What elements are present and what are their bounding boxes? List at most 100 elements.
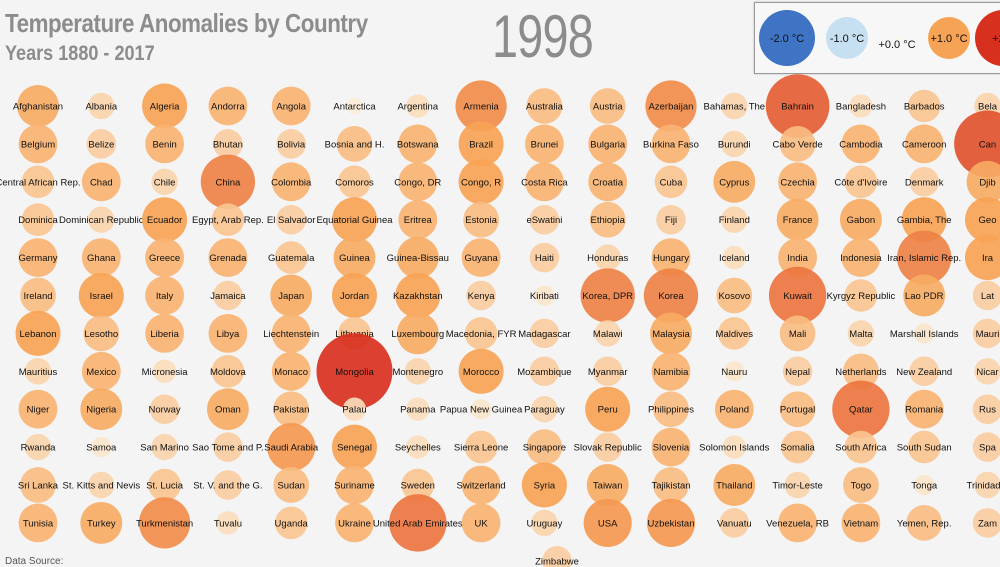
country-label: India bbox=[787, 253, 808, 264]
bubble-mark bbox=[273, 391, 310, 428]
bubble-mark bbox=[21, 203, 55, 236]
country-label: Thailand bbox=[716, 481, 752, 492]
country-label: St. Lucia bbox=[146, 481, 184, 492]
country-bubble: Eritrea bbox=[398, 200, 438, 240]
bubble-mark bbox=[531, 509, 558, 537]
country-label: Gambia, The bbox=[897, 215, 952, 226]
country-bubble: Nauru bbox=[721, 361, 747, 382]
country-label: Burkina Faso bbox=[643, 139, 699, 150]
bubble-mark bbox=[274, 241, 308, 274]
country-label: Lao PDR bbox=[905, 291, 944, 302]
country-label: Samoa bbox=[86, 443, 117, 454]
country-label: Vietnam bbox=[844, 518, 879, 529]
bubble-mark bbox=[24, 433, 52, 461]
bubble-mark bbox=[656, 204, 686, 235]
country-bubble: Uzbekistan bbox=[646, 498, 696, 547]
country-bubble: Albania bbox=[85, 92, 118, 120]
country-label: Uzbekistan bbox=[648, 518, 695, 529]
bubble-mark bbox=[273, 467, 310, 503]
country-label: Bulgaria bbox=[590, 139, 626, 150]
country-label: Libya bbox=[217, 329, 240, 340]
country-bubble: UK bbox=[461, 503, 501, 543]
bubble-mark bbox=[145, 238, 185, 277]
country-bubble: Mali bbox=[779, 315, 816, 352]
country-label: Estonia bbox=[465, 215, 497, 226]
bubble-mark bbox=[211, 355, 245, 388]
country-bubble: Oman bbox=[206, 388, 249, 431]
country-bubble: Belgium bbox=[18, 124, 58, 164]
country-label: Finland bbox=[719, 215, 750, 226]
country-label: Kuwait bbox=[783, 291, 812, 302]
country-bubble: Greece bbox=[145, 238, 185, 277]
country-label: Luxembourg bbox=[391, 329, 444, 340]
country-label: Ethiopia bbox=[591, 215, 626, 226]
country-label: Albania bbox=[85, 102, 117, 113]
bubble-mark bbox=[406, 435, 430, 459]
bubble-mark bbox=[897, 230, 952, 285]
bubble-mark bbox=[335, 465, 374, 505]
country-bubble: Singapore bbox=[523, 429, 566, 465]
country-label: Egypt, Arab Rep. bbox=[192, 215, 264, 226]
country-label: Cyprus bbox=[719, 177, 749, 188]
country-label: Syria bbox=[534, 481, 556, 492]
country-label: Malta bbox=[849, 329, 873, 340]
country-label: Sao Tome and P. bbox=[192, 443, 263, 454]
bubble-mark bbox=[471, 399, 492, 420]
bubble-mark bbox=[398, 124, 438, 164]
bubble-mark bbox=[778, 503, 817, 543]
bubble-mark bbox=[782, 356, 813, 387]
country-bubble: Rus bbox=[972, 394, 1000, 424]
country-label: Barbados bbox=[904, 102, 945, 113]
bubble-mark bbox=[645, 80, 697, 132]
country-label: Norway bbox=[148, 405, 180, 416]
country-bubble: El Salvador bbox=[267, 204, 315, 235]
country-bubble: Cameroon bbox=[902, 124, 946, 164]
country-bubble: Trinidad a bbox=[967, 471, 1000, 499]
bubble-mark bbox=[721, 92, 748, 120]
bubble-mark bbox=[86, 129, 117, 159]
country-bubble: Nepal bbox=[782, 356, 813, 387]
bubble-mark bbox=[213, 470, 243, 500]
bubble-mark bbox=[88, 92, 115, 120]
country-label: Kosovo bbox=[718, 291, 750, 302]
bubble-mark bbox=[589, 201, 626, 238]
country-bubble: New Zealand bbox=[896, 356, 952, 387]
country-label: Montenegro bbox=[392, 367, 443, 378]
bubble-mark bbox=[722, 245, 746, 270]
country-label: Israel bbox=[90, 291, 113, 302]
country-bubble: Bangladesh bbox=[836, 94, 886, 118]
bubble-mark bbox=[461, 238, 501, 277]
country-bubble: South Sudan bbox=[897, 430, 952, 464]
legend-svg: -2.0 °C -1.0 °C +0.0 °C +1.0 °C +2.0 bbox=[759, 10, 1000, 66]
country-bubble: Japan bbox=[270, 274, 313, 317]
country-label: Brunei bbox=[531, 139, 558, 150]
country-bubble: Lesotho bbox=[83, 315, 120, 352]
country-label: Honduras bbox=[587, 253, 628, 264]
country-bubble: Kiribati bbox=[530, 285, 559, 306]
bubble-mark bbox=[909, 167, 939, 197]
country-label: Bhutan bbox=[213, 139, 243, 150]
bubble-mark bbox=[17, 85, 59, 127]
country-bubble: Geo bbox=[965, 197, 1000, 243]
country-label: Belgium bbox=[21, 139, 55, 150]
country-label: Senegal bbox=[337, 443, 372, 454]
bubble-mark bbox=[216, 511, 240, 535]
bubble-mark bbox=[316, 333, 393, 410]
bubble-mark bbox=[18, 503, 58, 543]
bubble-mark bbox=[464, 430, 498, 464]
bubble-mark bbox=[972, 508, 1000, 538]
bubble-mark bbox=[594, 244, 621, 271]
bubble-mark bbox=[843, 467, 879, 503]
country-bubble: Poland bbox=[714, 389, 754, 429]
bubble-mark bbox=[406, 397, 430, 421]
bubble-mark bbox=[781, 430, 814, 464]
country-label: Indonesia bbox=[840, 253, 882, 264]
bubble-mark bbox=[643, 268, 699, 323]
bubble-mark bbox=[713, 464, 756, 506]
country-bubble: Switzerland bbox=[457, 465, 506, 505]
country-label: Tonga bbox=[911, 481, 938, 492]
country-label: Eritrea bbox=[404, 215, 433, 226]
country-bubble: Central African Rep. bbox=[0, 165, 81, 199]
country-bubble: Andorra bbox=[208, 86, 248, 126]
country-bubble: Benin bbox=[145, 124, 185, 164]
